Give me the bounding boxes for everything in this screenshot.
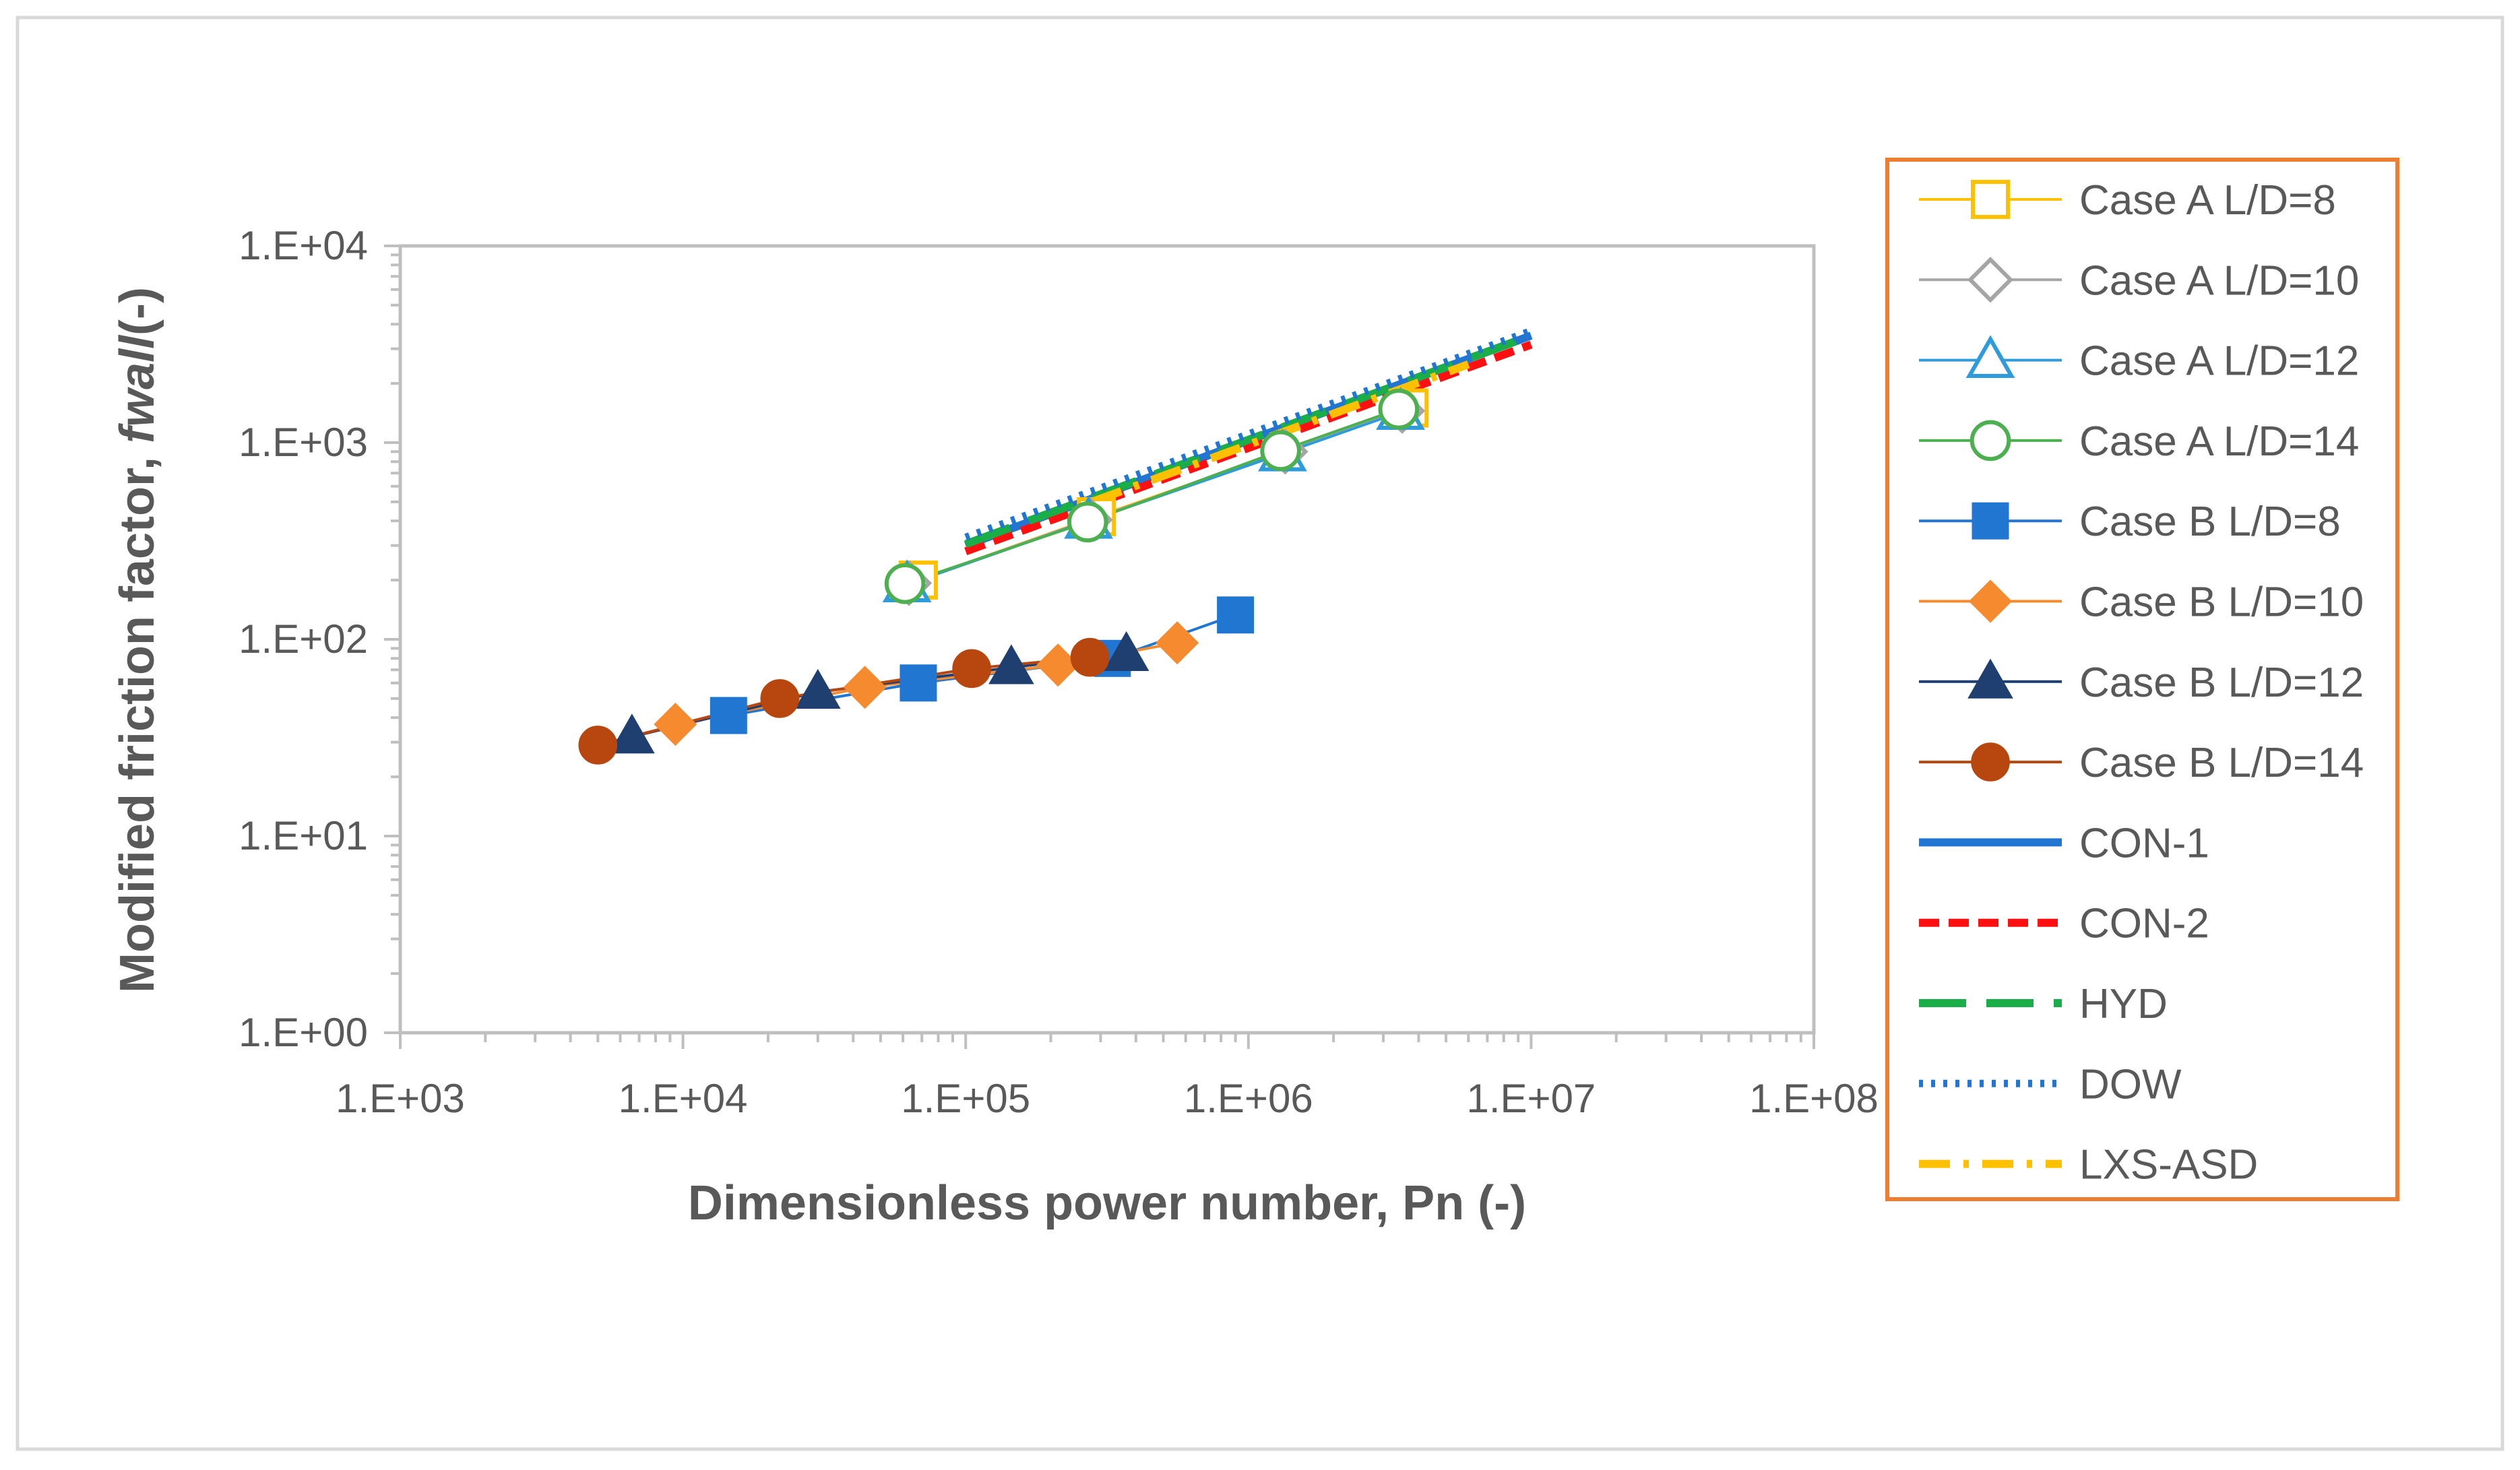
data-point-case-a-l-d-14 <box>884 563 926 604</box>
x-tick-label: 1.E+08 <box>1749 1076 1879 1121</box>
data-point-case-b-l-d-14 <box>952 649 991 689</box>
y-axis-title: Modified friction factor, fwall(-) <box>111 287 164 993</box>
y-axis-title-tail: (-) <box>111 287 164 335</box>
legend-item-case-a-l-d-12: Case A L/D=12 <box>1919 335 2359 385</box>
y-tick-label: 1.E+03 <box>239 420 368 465</box>
plot-area: 1.E+03 1.E+04 1.E+05 1.E+06 1.E+07 1.E+08 1.E… <box>239 223 1879 1121</box>
y-axis-title-italic: fwall <box>111 334 164 443</box>
legend-marker <box>1967 658 2013 699</box>
data-point-case-a-l-d-14 <box>1067 501 1108 543</box>
data-point-case-b-l-d-8 <box>1217 596 1255 634</box>
legend-label: CON-2 <box>2079 901 2209 947</box>
x-tick-label: 1.E+04 <box>619 1076 748 1121</box>
data-point-case-b-l-d-10 <box>843 666 887 709</box>
legend-marker <box>1971 180 2010 219</box>
legend-marker <box>1971 742 2010 781</box>
legend: Case A L/D=8 Case A L/D=10 Case A L/D=12 Ca… <box>1885 158 2399 1201</box>
x-axis-title: Dimensionless power number, Pn (-) <box>688 1176 1526 1230</box>
legend-item-case-a-l-d-14: Case A L/D=14 <box>1919 418 2359 465</box>
series-line-dow <box>964 327 1533 541</box>
legend-marker <box>1965 335 2015 378</box>
data-point-case-b-l-d-8 <box>710 697 747 734</box>
x-tick-label: 1.E+06 <box>1184 1076 1313 1121</box>
minor-ticks <box>384 245 1815 1049</box>
y-tick-labels: 1.E+00 1.E+01 1.E+02 1.E+03 1.E+04 <box>239 223 368 1055</box>
legend-label: Case A L/D=10 <box>2079 257 2359 304</box>
y-tick-label: 1.E+00 <box>239 1010 368 1055</box>
legend-item-hyd: HYD <box>1919 981 2168 1027</box>
series-markers <box>578 387 1429 765</box>
data-point-case-b-l-d-10 <box>654 703 697 746</box>
legend-marker <box>1967 257 2014 303</box>
x-tick-label: 1.E+07 <box>1466 1076 1596 1121</box>
legend-item-case-b-l-d-10: Case B L/D=10 <box>1919 579 2364 626</box>
legend-label: Case B L/D=10 <box>2079 579 2364 626</box>
legend-marker <box>1968 579 2013 623</box>
legend-label: LXS-ASD <box>2079 1142 2258 1188</box>
x-tick-label: 1.E+05 <box>901 1076 1030 1121</box>
data-point-case-b-l-d-10 <box>1156 621 1199 665</box>
data-point-case-b-l-d-12 <box>988 644 1034 684</box>
legend-label: Case A L/D=8 <box>2079 177 2336 224</box>
legend-item-lxs-asd: LXS-ASD <box>1919 1142 2258 1188</box>
x-tick-labels: 1.E+03 1.E+04 1.E+05 1.E+06 1.E+07 1.E+08 <box>336 1076 1879 1121</box>
y-tick-label: 1.E+04 <box>239 223 368 268</box>
y-tick-label: 1.E+02 <box>239 616 368 662</box>
series-line-con-2 <box>964 340 1533 556</box>
legend-item-con-1: CON-1 <box>1919 820 2209 866</box>
legend-item-case-b-l-d-12: Case B L/D=12 <box>1919 658 2364 706</box>
y-tick-label: 1.E+01 <box>239 813 368 858</box>
data-point-case-b-l-d-14 <box>760 679 800 718</box>
data-point-case-b-l-d-14 <box>578 726 618 765</box>
data-point-case-b-l-d-12 <box>609 713 655 754</box>
data-point-case-b-l-d-12 <box>1103 631 1149 672</box>
legend-item-case-a-l-d-8: Case A L/D=8 <box>1919 177 2336 224</box>
data-point-case-b-l-d-14 <box>1070 637 1110 677</box>
series-line-case-a-l-d-14 <box>904 408 1399 585</box>
legend-item-con-2: CON-2 <box>1919 901 2209 947</box>
data-point-case-b-l-d-12 <box>795 668 841 709</box>
legend-label: Case B L/D=14 <box>2079 740 2364 786</box>
legend-marker <box>1970 420 2011 461</box>
legend-label: Case B L/D=12 <box>2079 660 2364 706</box>
legend-items: Case A L/D=8 Case A L/D=10 Case A L/D=12 Ca… <box>1919 177 2364 1188</box>
data-point-case-b-l-d-8 <box>900 664 937 702</box>
legend-item-case-b-l-d-8: Case B L/D=8 <box>1919 499 2341 545</box>
legend-label: HYD <box>2079 981 2168 1027</box>
legend-item-case-b-l-d-14: Case B L/D=14 <box>1919 740 2364 786</box>
data-point-case-a-l-d-14 <box>1260 430 1301 472</box>
legend-marker <box>1972 502 2009 540</box>
legend-border <box>1885 158 2399 1201</box>
legend-label: Case A L/D=14 <box>2079 418 2359 465</box>
data-point-case-a-l-d-14 <box>1378 388 1420 430</box>
legend-item-case-a-l-d-10: Case A L/D=10 <box>1919 257 2359 304</box>
legend-label: DOW <box>2079 1061 2182 1108</box>
legend-label: Case B L/D=8 <box>2079 499 2341 545</box>
legend-item-dow: DOW <box>1919 1061 2182 1108</box>
x-tick-label: 1.E+03 <box>336 1076 465 1121</box>
y-axis-title-main: Modified friction factor, <box>111 443 164 993</box>
series-line-hyd <box>964 331 1533 548</box>
legend-label: CON-1 <box>2079 820 2209 866</box>
legend-label: Case A L/D=12 <box>2079 338 2359 385</box>
